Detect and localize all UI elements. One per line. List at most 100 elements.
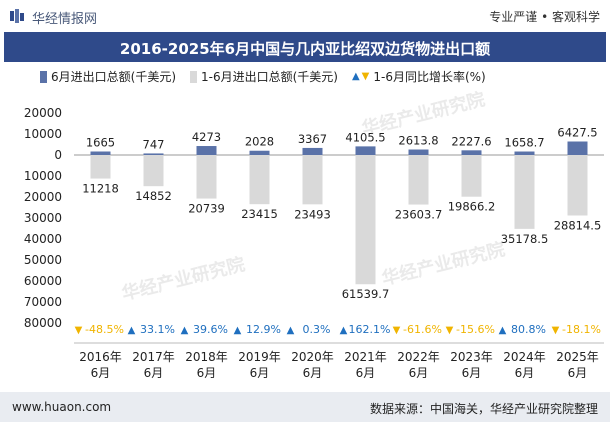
bar-monthly [408, 149, 429, 155]
y-tick-label: 20000 [24, 106, 62, 120]
growth-label: -18.1% [562, 323, 601, 336]
x-tick-label: 2025年 [556, 350, 599, 364]
data-label-cumulative: 35178.5 [501, 232, 549, 246]
bar-monthly [196, 146, 217, 155]
bar-cumulative [567, 155, 588, 216]
y-tick-label: 80000 [24, 316, 62, 330]
data-label-monthly: 1658.7 [504, 136, 544, 150]
x-tick-label: 6月 [462, 366, 482, 380]
legend-label-monthly: 6月进出口总额(千美元) [51, 70, 176, 84]
bar-cumulative [302, 155, 323, 205]
x-tick-label: 2024年 [503, 350, 546, 364]
x-tick-label: 2016年 [79, 350, 122, 364]
x-tick-label: 6月 [356, 366, 376, 380]
data-label-monthly: 4105.5 [345, 130, 385, 144]
growth-down-icon: ▼ [393, 325, 401, 336]
growth-label: 162.1% [349, 323, 391, 336]
growth-down-icon: ▼ [552, 325, 560, 336]
x-tick-label: 2019年 [238, 350, 281, 364]
growth-up-icon: ▲ [499, 325, 507, 336]
chart-legend: 6月进出口总额(千美元) 1-6月进出口总额(千美元) ▲ ▼ 1-6月同比增长… [40, 68, 500, 85]
y-tick-label: 60000 [24, 274, 62, 288]
growth-label: -48.5% [85, 323, 124, 336]
data-label-monthly: 2028 [245, 135, 274, 149]
x-tick-label: 2022年 [397, 350, 440, 364]
legend-label-growth: 1-6月同比增长率(%) [373, 70, 486, 84]
data-label-cumulative: 20739 [188, 202, 225, 216]
x-tick-label: 6月 [409, 366, 429, 380]
x-tick-label: 6月 [515, 366, 535, 380]
x-tick-label: 2021年 [344, 350, 387, 364]
growth-up-icon: ▲ [181, 325, 189, 336]
data-label-monthly: 3367 [298, 132, 327, 146]
legend-item-cumulative: 1-6月进出口总额(千美元) [190, 68, 338, 85]
title-band: 2016-2025年6月中国与几内亚比绍双边货物进出口额 [4, 32, 606, 62]
bar-monthly [302, 147, 323, 155]
x-tick-label: 6月 [303, 366, 323, 380]
data-label-monthly: 2227.6 [451, 134, 491, 148]
y-tick-label: 0 [54, 148, 62, 162]
growth-label: -15.6% [456, 323, 495, 336]
bar-chart: 20000 10000 0 10000 20000 30000 40000 50000 6000… [24, 106, 604, 380]
bar-cumulative [90, 155, 111, 179]
growth-down-icon: ▼ [75, 325, 83, 336]
x-tick-label: 6月 [568, 366, 588, 380]
brand-name: 华经情报网 [32, 12, 98, 27]
brand-slogan: 专业严谨 • 客观科学 [489, 10, 600, 24]
bar-cumulative [461, 155, 482, 197]
y-tick-label: 20000 [24, 190, 62, 204]
x-tick-label: 2023年 [450, 350, 493, 364]
x-tick-label: 2020年 [291, 350, 334, 364]
data-label-cumulative: 23415 [241, 207, 278, 221]
growth-up-icon: ▲ [340, 325, 348, 336]
y-tick-label: 70000 [24, 295, 62, 309]
triangle-down-icon: ▼ [361, 71, 370, 82]
legend-swatch-cumulative [190, 70, 197, 83]
bar-cumulative [514, 155, 535, 229]
bar-monthly [461, 150, 482, 155]
data-label-cumulative: 23603.7 [395, 208, 443, 222]
growth-label: 80.8% [511, 323, 546, 336]
bar-monthly [355, 146, 376, 155]
growth-label: 12.9% [246, 323, 281, 336]
growth-up-icon: ▲ [128, 325, 136, 336]
legend-item-monthly: 6月进出口总额(千美元) [40, 68, 176, 85]
bar-monthly [567, 141, 588, 155]
footer: www.huaon.com 数据来源：中国海关，华经产业研究院整理 [0, 392, 610, 422]
growth-label: 39.6% [193, 323, 228, 336]
y-tick-label: 40000 [24, 232, 62, 246]
x-tick-label: 2018年 [185, 350, 228, 364]
data-label-monthly: 747 [143, 137, 165, 151]
bar-monthly [514, 151, 535, 155]
legend-label-cumulative: 1-6月进出口总额(千美元) [201, 70, 338, 84]
growth-down-icon: ▼ [446, 325, 454, 336]
legend-swatch-monthly [40, 70, 47, 83]
data-label-cumulative: 23493 [294, 207, 331, 221]
data-label-monthly: 1665 [86, 136, 115, 150]
growth-label: -61.6% [403, 323, 442, 336]
legend-item-growth: ▲ ▼ 1-6月同比增长率(%) [352, 68, 486, 85]
growth-label: 0.3% [303, 323, 331, 336]
growth-up-icon: ▲ [287, 325, 295, 336]
footer-site: www.huaon.com [12, 400, 112, 414]
x-tick-label: 6月 [250, 366, 270, 380]
data-label-cumulative: 14852 [135, 189, 172, 203]
brand-logo-icon [10, 9, 24, 23]
growth-up-icon: ▲ [234, 325, 242, 336]
x-tick-label: 6月 [197, 366, 217, 380]
data-label-cumulative: 19866.2 [448, 200, 496, 214]
y-tick-label: 50000 [24, 253, 62, 267]
data-label-cumulative: 61539.7 [342, 287, 390, 301]
top-bar: 华经情报网 专业严谨 • 客观科学 [0, 0, 610, 32]
growth-label: 33.1% [140, 323, 175, 336]
bar-cumulative [408, 155, 429, 205]
data-label-monthly: 6427.5 [557, 126, 597, 140]
bar-cumulative [249, 155, 270, 205]
x-tick-label: 6月 [91, 366, 111, 380]
y-tick-label: 30000 [24, 211, 62, 225]
data-label-monthly: 2613.8 [398, 134, 438, 148]
bar-monthly [249, 150, 270, 155]
triangle-up-icon: ▲ [351, 71, 360, 82]
data-label-cumulative: 28814.5 [554, 219, 602, 233]
bar-cumulative [143, 155, 164, 187]
